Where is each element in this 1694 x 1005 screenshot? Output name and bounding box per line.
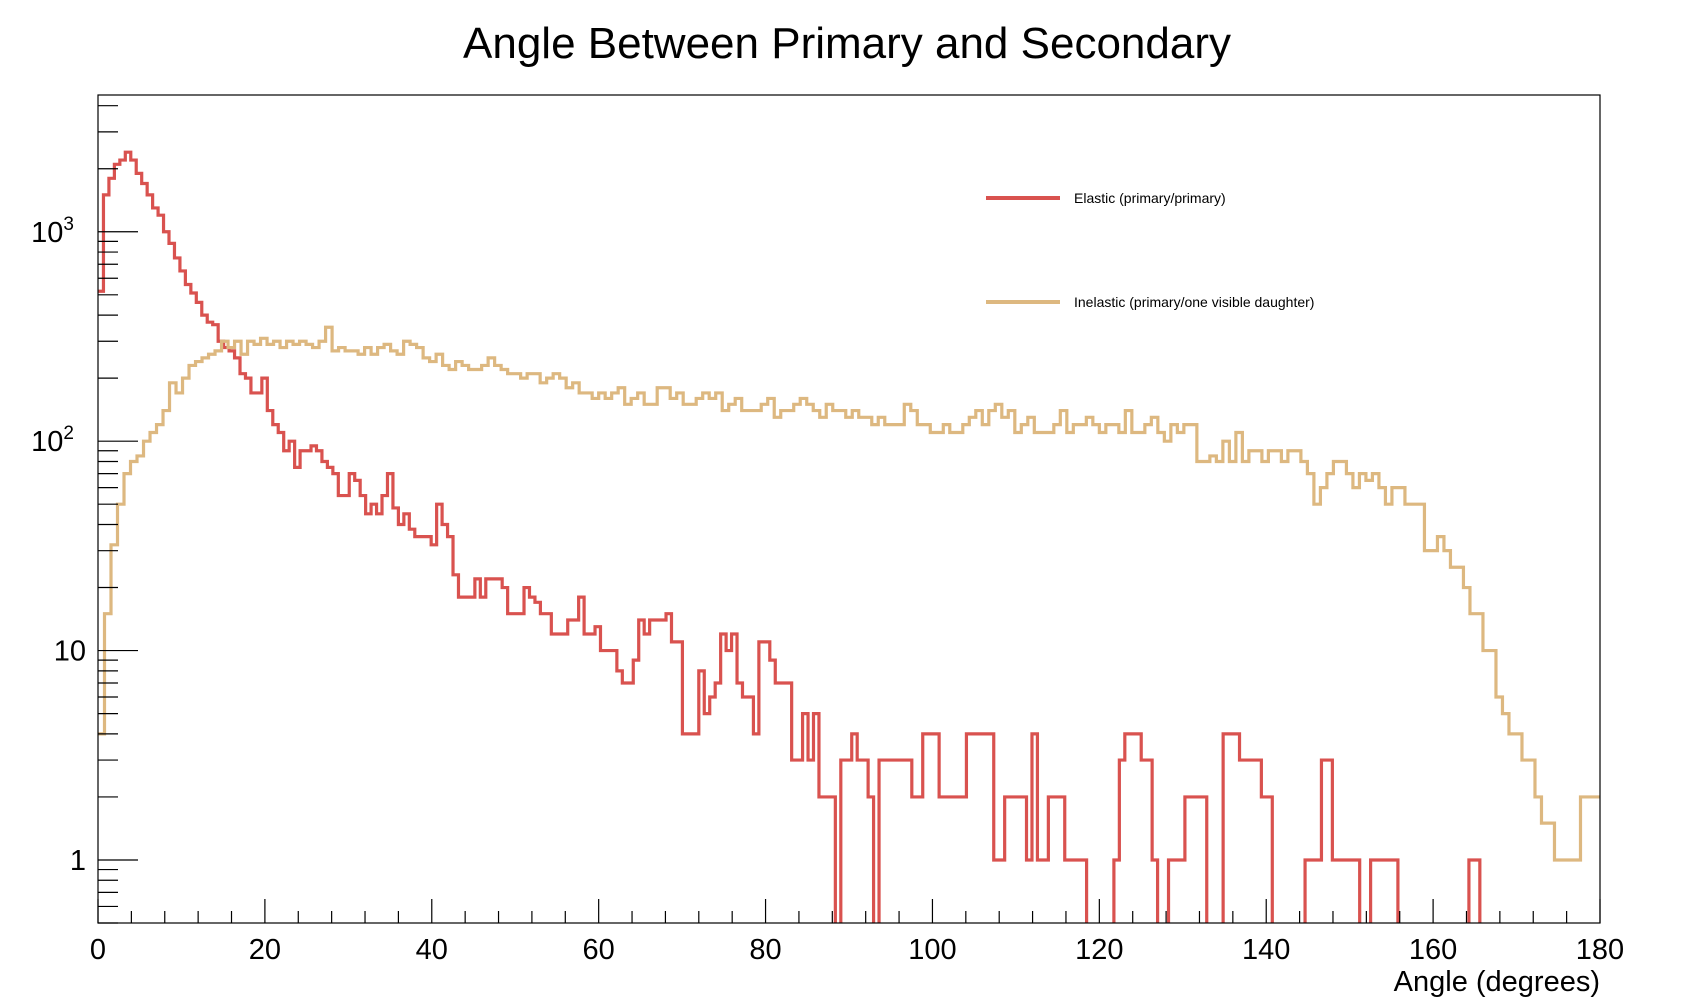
y-tick-label: 103: [31, 214, 74, 249]
x-tick-label: 20: [249, 934, 281, 966]
legend-label-inelastic: Inelastic (primary/one visible daughter): [1074, 294, 1314, 310]
chart-title: Angle Between Primary and Secondary: [463, 19, 1231, 68]
x-axis-title: Angle (degrees): [1394, 966, 1600, 998]
plot-frame: [97, 94, 1601, 924]
legend: Elastic (primary/primary) Inelastic (pri…: [986, 190, 1314, 310]
legend-label-elastic: Elastic (primary/primary): [1074, 190, 1226, 206]
y-tick-label: 102: [31, 423, 74, 458]
x-tick-label: 140: [1242, 934, 1290, 966]
y-tick-label: 1: [70, 845, 86, 877]
x-tick-label: 40: [416, 934, 448, 966]
x-tick-label: 80: [749, 934, 781, 966]
x-tick-label: 120: [1075, 934, 1123, 966]
x-tick-label: 180: [1576, 934, 1624, 966]
x-tick-label: 0: [90, 934, 106, 966]
x-tick-label: 100: [908, 934, 956, 966]
x-tick-label: 60: [583, 934, 615, 966]
y-tick-label: 10: [54, 636, 86, 668]
series-line-elastic: [98, 150, 1482, 923]
series-line-inelastic: [98, 325, 1600, 862]
x-tick-label: 160: [1409, 934, 1457, 966]
